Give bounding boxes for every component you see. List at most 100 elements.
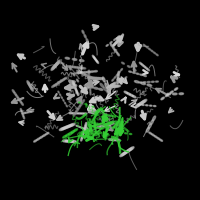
Ellipse shape	[151, 50, 153, 52]
Ellipse shape	[69, 113, 72, 114]
Ellipse shape	[111, 139, 115, 141]
Ellipse shape	[74, 129, 78, 131]
Ellipse shape	[23, 116, 25, 119]
Ellipse shape	[109, 139, 112, 140]
Ellipse shape	[134, 81, 139, 83]
Ellipse shape	[106, 119, 108, 122]
Ellipse shape	[125, 150, 129, 153]
Ellipse shape	[112, 126, 115, 129]
Ellipse shape	[71, 140, 76, 143]
Ellipse shape	[153, 106, 156, 107]
Ellipse shape	[116, 74, 118, 76]
Ellipse shape	[84, 113, 87, 114]
Ellipse shape	[116, 121, 118, 125]
Ellipse shape	[84, 74, 88, 76]
Ellipse shape	[76, 90, 78, 94]
Ellipse shape	[55, 61, 59, 66]
Ellipse shape	[112, 83, 115, 85]
Ellipse shape	[120, 153, 124, 157]
Ellipse shape	[100, 107, 102, 110]
Ellipse shape	[75, 87, 76, 90]
Ellipse shape	[95, 59, 98, 62]
Ellipse shape	[105, 123, 111, 125]
Ellipse shape	[63, 77, 67, 80]
Ellipse shape	[110, 121, 115, 124]
Ellipse shape	[152, 116, 156, 121]
Ellipse shape	[112, 85, 117, 87]
Ellipse shape	[92, 106, 94, 107]
Ellipse shape	[21, 102, 23, 105]
Ellipse shape	[69, 67, 71, 70]
Ellipse shape	[103, 124, 107, 126]
Ellipse shape	[54, 63, 58, 68]
Ellipse shape	[21, 111, 23, 114]
Ellipse shape	[90, 77, 94, 79]
Ellipse shape	[63, 140, 68, 142]
Ellipse shape	[128, 148, 132, 151]
Ellipse shape	[29, 84, 32, 88]
Ellipse shape	[94, 125, 96, 127]
Ellipse shape	[81, 113, 84, 114]
Ellipse shape	[17, 97, 20, 100]
Ellipse shape	[100, 83, 104, 87]
Ellipse shape	[89, 78, 90, 81]
Ellipse shape	[103, 113, 105, 116]
Ellipse shape	[173, 93, 177, 95]
Ellipse shape	[77, 70, 81, 73]
Ellipse shape	[121, 118, 123, 123]
Ellipse shape	[114, 76, 116, 79]
Ellipse shape	[80, 60, 84, 62]
Ellipse shape	[117, 77, 119, 81]
Ellipse shape	[92, 125, 95, 127]
Ellipse shape	[87, 75, 92, 78]
Ellipse shape	[72, 58, 77, 60]
Ellipse shape	[81, 65, 82, 67]
Ellipse shape	[74, 112, 76, 115]
Ellipse shape	[121, 69, 122, 71]
Ellipse shape	[94, 58, 97, 61]
Ellipse shape	[96, 61, 99, 63]
Ellipse shape	[84, 85, 89, 87]
Ellipse shape	[22, 114, 24, 116]
Ellipse shape	[63, 135, 66, 138]
Ellipse shape	[141, 100, 146, 104]
Ellipse shape	[79, 67, 83, 69]
Ellipse shape	[112, 79, 114, 81]
Ellipse shape	[127, 93, 131, 95]
Ellipse shape	[65, 140, 71, 142]
Ellipse shape	[126, 149, 131, 152]
Ellipse shape	[90, 128, 93, 133]
Ellipse shape	[117, 130, 119, 135]
Ellipse shape	[52, 85, 55, 87]
Ellipse shape	[90, 90, 91, 92]
Ellipse shape	[153, 52, 156, 54]
Ellipse shape	[88, 77, 93, 79]
Ellipse shape	[63, 126, 68, 129]
Ellipse shape	[124, 91, 128, 94]
Ellipse shape	[70, 123, 75, 126]
Ellipse shape	[89, 81, 90, 83]
Ellipse shape	[91, 77, 95, 80]
Ellipse shape	[139, 102, 143, 105]
Ellipse shape	[127, 66, 130, 68]
Ellipse shape	[148, 48, 150, 50]
Ellipse shape	[95, 131, 96, 134]
Ellipse shape	[68, 140, 74, 142]
Ellipse shape	[76, 72, 79, 74]
Ellipse shape	[116, 139, 120, 141]
Ellipse shape	[95, 129, 96, 131]
Ellipse shape	[85, 123, 87, 126]
Ellipse shape	[160, 139, 163, 141]
Ellipse shape	[59, 128, 64, 131]
Ellipse shape	[56, 82, 59, 85]
Ellipse shape	[68, 124, 73, 127]
Ellipse shape	[93, 77, 98, 79]
Ellipse shape	[85, 104, 87, 105]
Ellipse shape	[61, 127, 66, 130]
Ellipse shape	[105, 83, 108, 88]
Ellipse shape	[138, 104, 140, 105]
Ellipse shape	[22, 113, 25, 114]
Ellipse shape	[27, 81, 30, 85]
Ellipse shape	[115, 85, 119, 87]
Ellipse shape	[82, 67, 86, 69]
